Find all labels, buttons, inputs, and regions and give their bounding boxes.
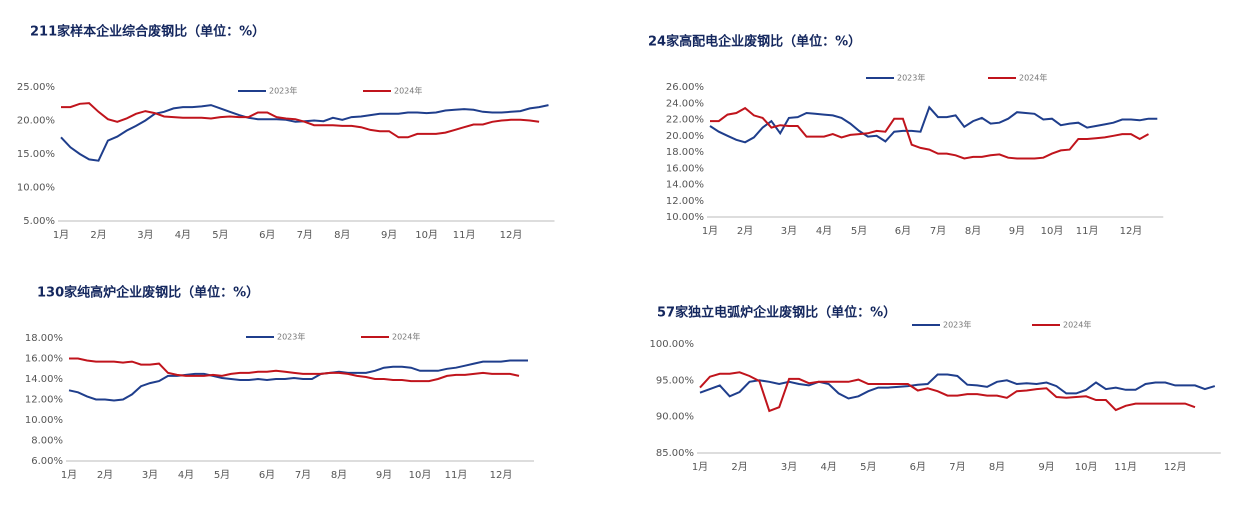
y-tick-label: 16.00% [25,354,63,365]
x-tick-label: 12月 [1164,461,1187,473]
x-tick-label: 9月 [1038,461,1054,473]
x-tick-label: 5月 [860,461,876,473]
x-tick-label: 12月 [1120,225,1143,237]
x-tick-label: 3月 [137,229,153,241]
x-tick-label: 2月 [90,229,106,241]
x-tick-label: 11月 [1076,225,1099,237]
y-tick-label: 14.00% [666,180,704,191]
x-tick-label: 5月 [212,229,228,241]
x-tick-label: 1月 [702,225,718,237]
x-tick-label: 8月 [989,461,1005,473]
x-tick-label: 7月 [295,469,311,481]
legend-label: 2023年 [277,332,305,342]
x-tick-label: 10月 [415,229,438,241]
x-tick-label: 3月 [781,225,797,237]
y-tick-label: 16.00% [666,163,704,174]
legend-label: 2023年 [269,86,297,96]
chart-title: 130家纯高炉企业废钢比（单位：%） [37,285,259,301]
series-line [710,106,1149,160]
series-line [699,373,1216,400]
y-tick-label: 95.00% [656,375,694,386]
x-tick-label: 3月 [142,469,158,481]
x-tick-label: 4月 [821,461,837,473]
y-tick-label: 12.00% [25,395,63,406]
x-tick-label: 6月 [895,225,911,237]
legend-label: 2024年 [1019,73,1047,83]
y-tick-label: 85.00% [656,448,694,459]
x-tick-label: 3月 [781,461,797,473]
y-tick-label: 24.00% [666,98,704,109]
y-tick-label: 14.00% [25,374,63,385]
x-tick-label: 7月 [949,461,965,473]
x-tick-label: 12月 [490,469,513,481]
x-tick-label: 10月 [409,469,432,481]
y-tick-label: 12.00% [666,196,704,207]
x-tick-label: 1月 [692,461,708,473]
x-tick-label: 4月 [175,229,191,241]
y-tick-label: 10.00% [666,212,704,223]
x-tick-label: 7月 [930,225,946,237]
x-tick-label: 10月 [1041,225,1064,237]
y-tick-label: 26.00% [666,82,704,93]
x-tick-label: 8月 [331,469,347,481]
x-tick-label: 12月 [500,229,523,241]
legend-label: 2023年 [897,73,925,83]
legend-label: 2023年 [943,320,971,330]
x-tick-label: 1月 [53,229,69,241]
chart-title: 24家高配电企业废钢比（单位：%） [648,34,861,50]
y-tick-label: 10.00% [25,415,63,426]
y-tick-label: 20.00% [666,131,704,142]
series-line [61,102,540,139]
x-tick-label: 10月 [1075,461,1098,473]
chart-title: 57家独立电弧炉企业废钢比（单位：%） [657,305,896,321]
y-tick-label: 18.00% [666,147,704,158]
x-tick-label: 11月 [445,469,468,481]
x-tick-label: 9月 [376,469,392,481]
x-tick-label: 2月 [731,461,747,473]
x-tick-label: 4月 [816,225,832,237]
x-tick-label: 9月 [1009,225,1025,237]
x-tick-label: 11月 [453,229,476,241]
y-tick-label: 90.00% [656,412,694,423]
y-tick-label: 22.00% [666,115,704,126]
x-tick-label: 5月 [851,225,867,237]
y-tick-label: 8.00% [31,436,63,447]
y-tick-label: 5.00% [23,216,55,227]
y-tick-label: 10.00% [17,183,55,194]
legend-label: 2024年 [392,332,420,342]
x-tick-label: 6月 [259,229,275,241]
y-tick-label: 15.00% [17,149,55,160]
x-tick-label: 8月 [334,229,350,241]
legend-label: 2024年 [394,86,422,96]
series-line [68,359,528,402]
x-tick-label: 7月 [297,229,313,241]
x-tick-label: 2月 [97,469,113,481]
chart-title: 211家样本企业综合废钢比（单位：%） [30,24,265,40]
series-line [69,357,520,383]
y-tick-label: 20.00% [17,116,55,127]
series-line [60,104,549,162]
legend-label: 2024年 [1063,320,1091,330]
x-tick-label: 6月 [259,469,275,481]
x-tick-label: 1月 [61,469,77,481]
y-tick-label: 6.00% [31,456,63,467]
series-line [699,371,1196,413]
x-tick-label: 8月 [965,225,981,237]
x-tick-label: 2月 [737,225,753,237]
x-tick-label: 6月 [910,461,926,473]
x-tick-label: 4月 [178,469,194,481]
y-tick-label: 25.00% [17,82,55,93]
series-line [709,105,1158,144]
x-tick-label: 9月 [381,229,397,241]
y-tick-label: 100.00% [650,339,695,350]
y-tick-label: 18.00% [25,333,63,344]
x-tick-label: 5月 [214,469,230,481]
x-tick-label: 11月 [1114,461,1137,473]
